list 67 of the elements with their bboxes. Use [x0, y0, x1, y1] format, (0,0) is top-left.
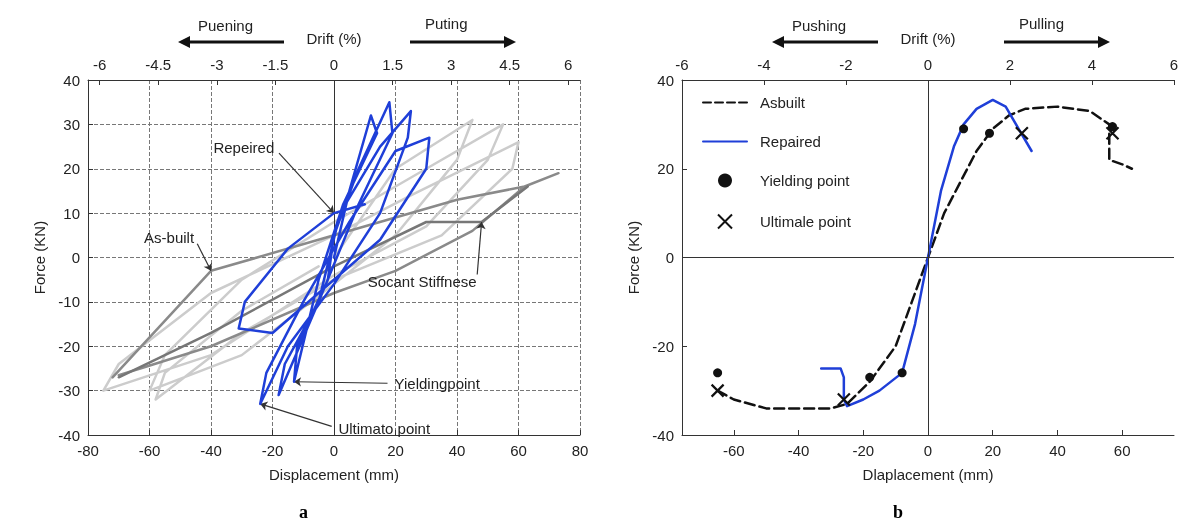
- legend-label: Repaired: [760, 133, 821, 150]
- y-tick-label: -10: [58, 293, 80, 311]
- legend-label: Asbuilt: [760, 94, 806, 111]
- x-tick-label: 60: [1113, 442, 1131, 459]
- x2-tick-label: 4.5: [499, 56, 521, 73]
- x2-axis-title: Drift (%): [306, 30, 362, 47]
- x2-tick-label: -4.5: [145, 56, 172, 73]
- x-axis-title: Dlaplacement (mm): [862, 466, 994, 483]
- x2-tick-label: 1.5: [382, 56, 403, 73]
- x2-tick-label: -6: [93, 56, 107, 73]
- y-axis-title: Force (KN): [625, 220, 643, 295]
- x2-tick-label: 6: [1169, 56, 1179, 73]
- y-tick-label: 10: [63, 204, 80, 222]
- x-tick-label: -20: [852, 442, 875, 459]
- x2-tick-label: -4: [757, 56, 771, 73]
- x-tick-label: -40: [200, 442, 222, 459]
- x-tick-label: -60: [138, 442, 161, 459]
- y-tick-label: 40: [63, 71, 80, 89]
- y-tick-label: 20: [657, 160, 674, 178]
- x2-tick-label: 0: [329, 56, 339, 73]
- x-tick-label: 0: [329, 442, 339, 459]
- x2-tick-label: -6: [675, 56, 689, 73]
- x-tick-label: 40: [1049, 442, 1066, 459]
- x2-tick-label: -1.5: [262, 56, 289, 73]
- x-tick-label: 60: [510, 442, 527, 459]
- y-tick-label: 40: [657, 71, 674, 89]
- y-tick-label: 0: [665, 249, 674, 266]
- y-tick-label: 0: [71, 249, 80, 266]
- y-tick-label: -20: [58, 337, 80, 355]
- x-tick-label: -80: [77, 442, 99, 459]
- x-tick-label: 80: [571, 442, 589, 459]
- x-tick-label: -20: [261, 442, 284, 459]
- x2-tick-label: 4: [1087, 56, 1097, 73]
- x2-tick-label: 3: [446, 56, 456, 73]
- annotation: As-built: [144, 229, 195, 247]
- x-axis-title: Displacement (mm): [268, 466, 400, 483]
- x2-tick-label: -3: [210, 56, 224, 73]
- legend-label: Ultimale point: [760, 213, 852, 230]
- annotation: Socant Stiffnese: [367, 272, 477, 290]
- y-tick-label: -40: [652, 426, 674, 444]
- annotation: Ultimato point: [338, 420, 431, 438]
- text: a: [299, 502, 308, 522]
- text: Puting: [425, 15, 468, 32]
- text: b: [893, 502, 904, 522]
- x2-axis-title: Drift (%): [900, 30, 956, 47]
- y-tick-label: 30: [63, 115, 80, 133]
- annotation: Yieldingpoint: [394, 374, 481, 392]
- x-tick-label: -40: [787, 442, 810, 459]
- y-axis-title: Force (KN): [31, 220, 49, 295]
- legend-label: Yielding point: [760, 172, 851, 189]
- text: Puening: [198, 17, 254, 34]
- x-tick-label: -60: [722, 442, 745, 459]
- y-tick-label: 20: [63, 160, 80, 178]
- x-tick-label: 40: [448, 442, 466, 459]
- x2-tick-label: 6: [564, 56, 573, 73]
- annotation: Repeired: [213, 139, 275, 157]
- x-tick-label: 20: [387, 442, 404, 459]
- x2-tick-label: 0: [923, 56, 933, 73]
- x-tick-label: 0: [923, 442, 933, 459]
- y-tick-label: -40: [58, 426, 80, 444]
- x-tick-label: 20: [984, 442, 1002, 459]
- y-tick-label: -20: [652, 337, 674, 355]
- text: Pushing: [792, 17, 847, 34]
- x2-tick-label: 2: [1005, 56, 1015, 73]
- x2-tick-label: -2: [839, 56, 853, 73]
- text: Pulling: [1019, 15, 1065, 32]
- y-tick-label: -30: [58, 382, 80, 400]
